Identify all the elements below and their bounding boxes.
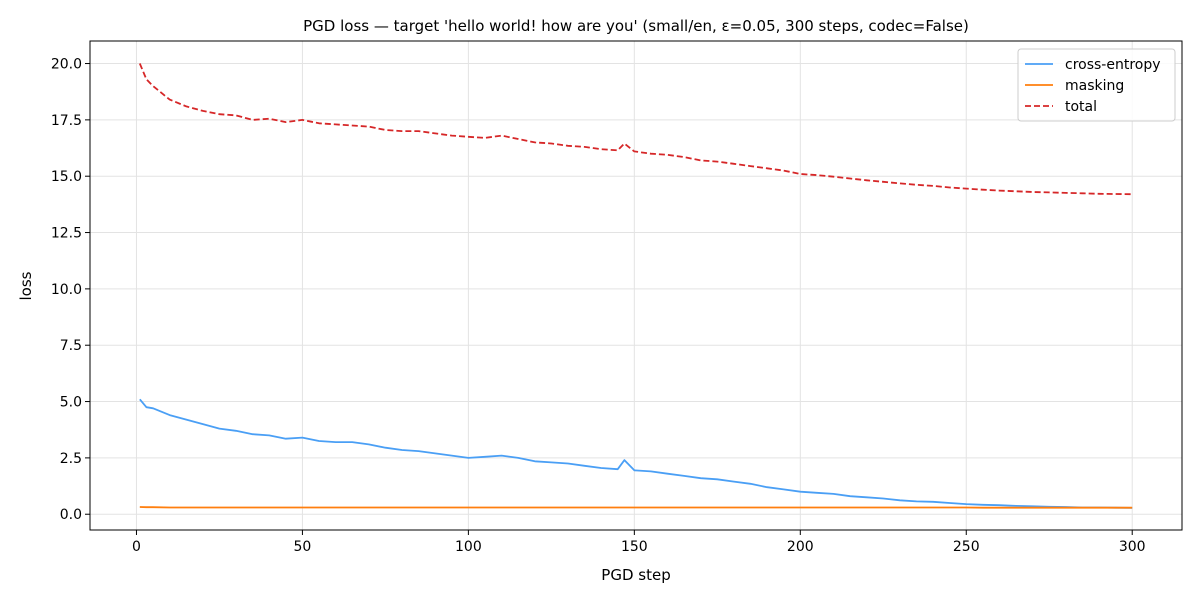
y-tick-label: 10.0 <box>51 282 82 298</box>
y-tick-label: 12.5 <box>51 226 82 242</box>
y-axis-ticks: 0.0 2.5 5.0 7.5 10.0 12.5 15.0 17.5 20.0 <box>51 57 90 523</box>
x-tick-label: 0 <box>132 539 141 555</box>
y-tick-label: 7.5 <box>60 338 82 354</box>
x-tick-label: 150 <box>621 539 648 555</box>
x-tick-label: 100 <box>455 539 482 555</box>
y-axis-label: loss <box>17 271 35 300</box>
x-tick-label: 300 <box>1119 539 1146 555</box>
legend-label-cross-entropy: cross-entropy <box>1065 57 1161 73</box>
legend-box <box>1017 48 1176 122</box>
x-axis-ticks: 0 50 100 150 200 250 300 <box>132 530 1146 555</box>
grid <box>90 41 1182 530</box>
legend-label-masking: masking <box>1065 78 1124 94</box>
chart-title: PGD loss — target 'hello world! how are … <box>303 17 969 35</box>
legend-label-total: total <box>1065 99 1097 115</box>
x-tick-label: 250 <box>953 539 980 555</box>
series-line-total <box>138 63 1133 196</box>
y-tick-label: 15.0 <box>51 169 82 185</box>
series-line-masking <box>139 506 1133 509</box>
x-tick-label: 200 <box>787 539 814 555</box>
x-axis-label: PGD step <box>601 566 670 584</box>
y-tick-label: 17.5 <box>51 113 82 129</box>
series-lines <box>138 63 1133 509</box>
y-tick-label: 2.5 <box>60 451 82 467</box>
y-tick-label: 0.0 <box>60 507 82 523</box>
y-tick-label: 5.0 <box>60 395 82 411</box>
y-tick-label: 20.0 <box>51 57 82 73</box>
x-tick-label: 50 <box>294 539 312 555</box>
legend: cross-entropy masking total <box>1017 48 1176 122</box>
series-line-cross-entropy <box>139 398 1133 509</box>
plot-frame <box>89 40 1183 531</box>
